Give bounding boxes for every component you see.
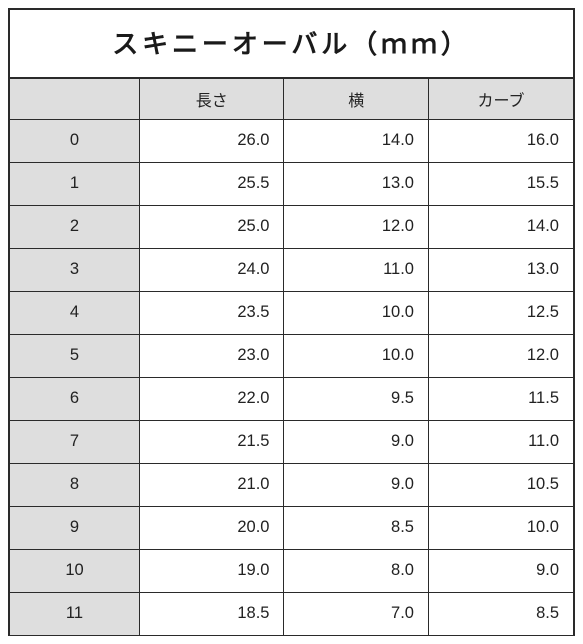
table-row: 4 23.5 10.0 12.5: [10, 291, 573, 334]
cell-index: 11: [10, 592, 139, 635]
header-width: 横: [284, 79, 429, 119]
cell-length: 20.0: [139, 506, 284, 549]
cell-index: 10: [10, 549, 139, 592]
cell-curve: 10.0: [428, 506, 573, 549]
table-row: 3 24.0 11.0 13.0: [10, 248, 573, 291]
cell-width: 7.0: [284, 592, 429, 635]
cell-width: 9.5: [284, 377, 429, 420]
table-row: 9 20.0 8.5 10.0: [10, 506, 573, 549]
table-row: 1 25.5 13.0 15.5: [10, 162, 573, 205]
cell-index: 7: [10, 420, 139, 463]
cell-curve: 8.5: [428, 592, 573, 635]
cell-length: 25.0: [139, 205, 284, 248]
cell-index: 8: [10, 463, 139, 506]
cell-width: 8.0: [284, 549, 429, 592]
cell-curve: 11.0: [428, 420, 573, 463]
cell-width: 12.0: [284, 205, 429, 248]
header-index: [10, 79, 139, 119]
table-row: 10 19.0 8.0 9.0: [10, 549, 573, 592]
cell-width: 14.0: [284, 119, 429, 162]
cell-curve: 12.5: [428, 291, 573, 334]
cell-width: 10.0: [284, 334, 429, 377]
cell-width: 9.0: [284, 420, 429, 463]
cell-length: 26.0: [139, 119, 284, 162]
cell-width: 11.0: [284, 248, 429, 291]
size-table: 長さ 横 カーブ 0 26.0 14.0 16.0 1 25.5 13.0 15…: [10, 79, 573, 636]
cell-length: 18.5: [139, 592, 284, 635]
cell-length: 23.5: [139, 291, 284, 334]
cell-curve: 16.0: [428, 119, 573, 162]
table-row: 8 21.0 9.0 10.5: [10, 463, 573, 506]
cell-index: 4: [10, 291, 139, 334]
cell-index: 9: [10, 506, 139, 549]
size-chart: スキニーオーバル（ｍｍ） 長さ 横 カーブ 0 26.0 14.0 16.0 1…: [8, 8, 575, 636]
cell-length: 21.5: [139, 420, 284, 463]
cell-index: 6: [10, 377, 139, 420]
cell-curve: 13.0: [428, 248, 573, 291]
table-row: 7 21.5 9.0 11.0: [10, 420, 573, 463]
header-curve: カーブ: [428, 79, 573, 119]
cell-index: 1: [10, 162, 139, 205]
cell-index: 0: [10, 119, 139, 162]
table-row: 5 23.0 10.0 12.0: [10, 334, 573, 377]
table-row: 2 25.0 12.0 14.0: [10, 205, 573, 248]
header-row: 長さ 横 カーブ: [10, 79, 573, 119]
cell-index: 2: [10, 205, 139, 248]
cell-length: 24.0: [139, 248, 284, 291]
cell-length: 21.0: [139, 463, 284, 506]
cell-length: 22.0: [139, 377, 284, 420]
cell-curve: 9.0: [428, 549, 573, 592]
cell-curve: 14.0: [428, 205, 573, 248]
chart-title: スキニーオーバル（ｍｍ）: [10, 10, 573, 79]
table-row: 0 26.0 14.0 16.0: [10, 119, 573, 162]
table-row: 11 18.5 7.0 8.5: [10, 592, 573, 635]
cell-index: 5: [10, 334, 139, 377]
cell-curve: 15.5: [428, 162, 573, 205]
cell-curve: 12.0: [428, 334, 573, 377]
cell-curve: 11.5: [428, 377, 573, 420]
header-length: 長さ: [139, 79, 284, 119]
cell-length: 23.0: [139, 334, 284, 377]
cell-width: 8.5: [284, 506, 429, 549]
cell-width: 9.0: [284, 463, 429, 506]
table-row: 6 22.0 9.5 11.5: [10, 377, 573, 420]
cell-width: 10.0: [284, 291, 429, 334]
cell-index: 3: [10, 248, 139, 291]
cell-curve: 10.5: [428, 463, 573, 506]
cell-length: 25.5: [139, 162, 284, 205]
cell-length: 19.0: [139, 549, 284, 592]
cell-width: 13.0: [284, 162, 429, 205]
